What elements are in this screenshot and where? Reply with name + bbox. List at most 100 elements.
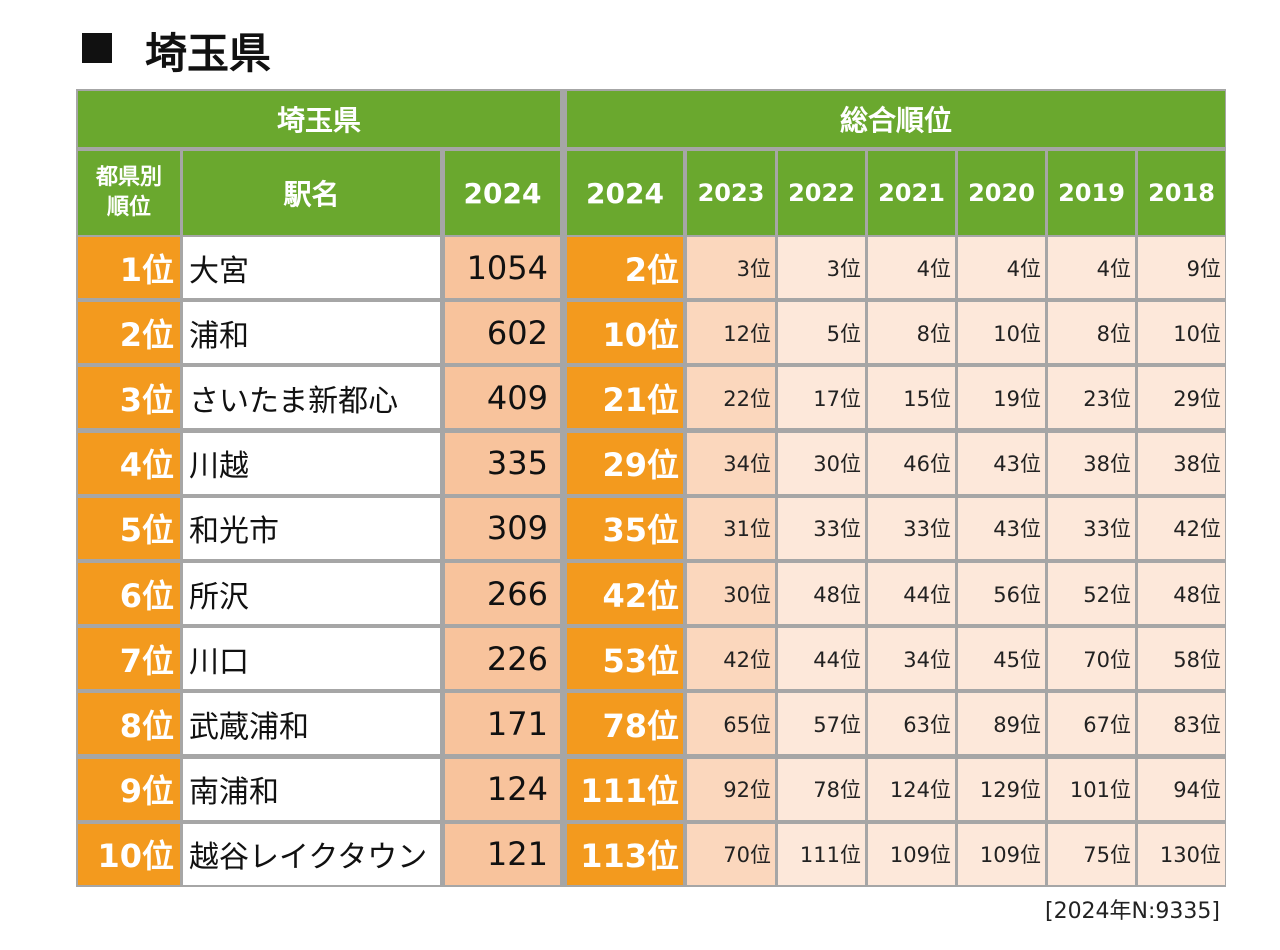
group-header: 埼玉県 bbox=[78, 91, 560, 147]
station-name: 川越 bbox=[183, 432, 440, 494]
overall-rank: 75位 bbox=[1048, 823, 1135, 885]
overall-rank: 29位 bbox=[567, 432, 683, 494]
prefecture-rank: 6位 bbox=[78, 563, 180, 624]
column-header: 2019 bbox=[1048, 151, 1135, 235]
overall-rank: 10位 bbox=[958, 302, 1045, 364]
column-header: 2021 bbox=[868, 151, 955, 235]
overall-rank: 8位 bbox=[868, 302, 955, 364]
overall-rank: 58位 bbox=[1138, 628, 1225, 690]
overall-rank: 21位 bbox=[567, 367, 683, 429]
overall-rank: 4位 bbox=[958, 237, 1045, 298]
overall-rank: 89位 bbox=[958, 693, 1045, 755]
overall-rank: 42位 bbox=[1138, 497, 1225, 559]
prefecture-rank: 9位 bbox=[78, 758, 180, 820]
overall-rank: 4位 bbox=[868, 237, 955, 298]
page-title: 埼玉県 bbox=[145, 29, 272, 78]
station-name: 武蔵浦和 bbox=[183, 693, 440, 755]
overall-rank: 63位 bbox=[868, 693, 955, 755]
overall-rank: 4位 bbox=[1048, 237, 1135, 298]
vote-count: 226 bbox=[445, 628, 560, 690]
overall-rank: 33位 bbox=[1048, 497, 1135, 559]
station-name: 川口 bbox=[183, 628, 440, 690]
title-icon bbox=[82, 33, 112, 63]
overall-rank: 70位 bbox=[1048, 628, 1135, 690]
overall-rank: 101位 bbox=[1048, 758, 1135, 820]
overall-rank: 70位 bbox=[687, 823, 775, 885]
prefecture-rank: 8位 bbox=[78, 693, 180, 755]
column-header: 2024 bbox=[567, 151, 683, 235]
overall-rank: 29位 bbox=[1138, 367, 1225, 429]
overall-rank: 15位 bbox=[868, 367, 955, 429]
overall-rank: 19位 bbox=[958, 367, 1045, 429]
overall-rank: 57位 bbox=[778, 693, 865, 755]
station-name: 浦和 bbox=[183, 302, 440, 364]
prefecture-rank: 7位 bbox=[78, 628, 180, 690]
overall-rank: 5位 bbox=[778, 302, 865, 364]
overall-rank: 2位 bbox=[567, 237, 683, 298]
overall-rank: 48位 bbox=[778, 563, 865, 624]
overall-rank: 53位 bbox=[567, 628, 683, 690]
station-name: 所沢 bbox=[183, 563, 440, 624]
overall-rank: 43位 bbox=[958, 497, 1045, 559]
station-name: 越谷レイクタウン bbox=[183, 823, 440, 885]
station-name: 大宮 bbox=[183, 237, 440, 298]
overall-rank: 109位 bbox=[958, 823, 1045, 885]
overall-rank: 44位 bbox=[868, 563, 955, 624]
overall-rank: 30位 bbox=[687, 563, 775, 624]
column-header: 2024 bbox=[445, 151, 560, 235]
overall-rank: 43位 bbox=[958, 432, 1045, 494]
overall-rank: 111位 bbox=[567, 758, 683, 820]
vote-count: 266 bbox=[445, 563, 560, 624]
column-header: 駅名 bbox=[183, 151, 440, 235]
overall-rank: 35位 bbox=[567, 497, 683, 559]
overall-rank: 124位 bbox=[868, 758, 955, 820]
vote-count: 309 bbox=[445, 497, 560, 559]
overall-rank: 130位 bbox=[1138, 823, 1225, 885]
overall-rank: 94位 bbox=[1138, 758, 1225, 820]
overall-rank: 30位 bbox=[778, 432, 865, 494]
overall-rank: 33位 bbox=[778, 497, 865, 559]
overall-rank: 34位 bbox=[687, 432, 775, 494]
overall-rank: 65位 bbox=[687, 693, 775, 755]
footnote: [2024年N:9335] bbox=[1044, 899, 1220, 924]
column-header: 2023 bbox=[687, 151, 775, 235]
header-line: 順位 bbox=[106, 195, 151, 220]
station-name: さいたま新都心 bbox=[183, 367, 440, 429]
overall-rank: 45位 bbox=[958, 628, 1045, 690]
vote-count: 121 bbox=[445, 823, 560, 885]
group-header: 総合順位 bbox=[567, 91, 1225, 147]
overall-rank: 129位 bbox=[958, 758, 1045, 820]
overall-rank: 52位 bbox=[1048, 563, 1135, 624]
overall-rank: 83位 bbox=[1138, 693, 1225, 755]
vote-count: 335 bbox=[445, 432, 560, 494]
overall-rank: 23位 bbox=[1048, 367, 1135, 429]
column-header: 2020 bbox=[958, 151, 1045, 235]
overall-rank: 92位 bbox=[687, 758, 775, 820]
vote-count: 602 bbox=[445, 302, 560, 364]
overall-rank: 113位 bbox=[567, 823, 683, 885]
station-name: 和光市 bbox=[183, 497, 440, 559]
prefecture-rank: 5位 bbox=[78, 497, 180, 559]
overall-rank: 111位 bbox=[778, 823, 865, 885]
overall-rank: 109位 bbox=[868, 823, 955, 885]
station-name: 南浦和 bbox=[183, 758, 440, 820]
overall-rank: 22位 bbox=[687, 367, 775, 429]
overall-rank: 10位 bbox=[1138, 302, 1225, 364]
vote-count: 171 bbox=[445, 693, 560, 755]
overall-rank: 46位 bbox=[868, 432, 955, 494]
overall-rank: 9位 bbox=[1138, 237, 1225, 298]
vote-count: 1054 bbox=[445, 237, 560, 298]
overall-rank: 3位 bbox=[687, 237, 775, 298]
overall-rank: 56位 bbox=[958, 563, 1045, 624]
prefecture-rank: 4位 bbox=[78, 432, 180, 494]
vote-count: 409 bbox=[445, 367, 560, 429]
prefecture-rank: 2位 bbox=[78, 302, 180, 364]
overall-rank: 31位 bbox=[687, 497, 775, 559]
vote-count: 124 bbox=[445, 758, 560, 820]
column-header: 2018 bbox=[1138, 151, 1225, 235]
prefecture-rank: 3位 bbox=[78, 367, 180, 429]
overall-rank: 33位 bbox=[868, 497, 955, 559]
overall-rank: 34位 bbox=[868, 628, 955, 690]
overall-rank: 78位 bbox=[567, 693, 683, 755]
